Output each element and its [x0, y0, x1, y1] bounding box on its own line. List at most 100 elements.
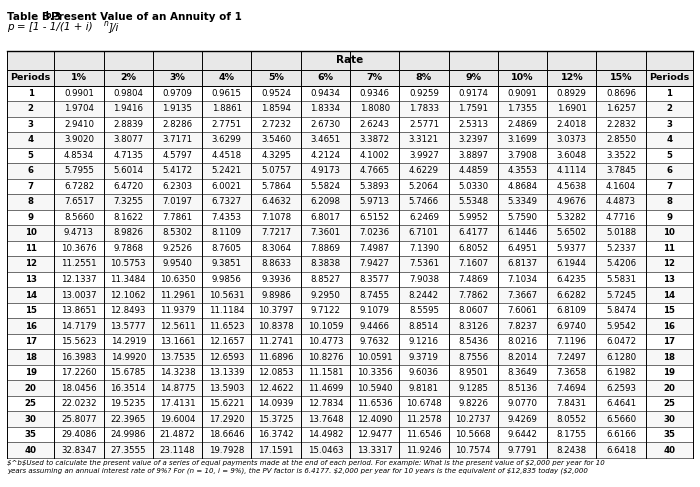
Bar	[7, 442, 693, 458]
Bar	[7, 51, 693, 70]
Text: 7.9427: 7.9427	[360, 260, 390, 268]
Text: 1.6257: 1.6257	[606, 105, 636, 113]
Text: 3.3522: 3.3522	[606, 151, 636, 160]
Text: 11: 11	[25, 244, 36, 253]
Text: 8%: 8%	[416, 73, 432, 82]
Text: 15.6785: 15.6785	[111, 368, 146, 377]
Text: 10.8276: 10.8276	[307, 353, 343, 361]
Text: 6.0021: 6.0021	[211, 182, 242, 191]
Text: 23.1148: 23.1148	[160, 446, 195, 454]
Text: 3.6299: 3.6299	[212, 135, 241, 145]
Text: 19: 19	[25, 368, 36, 377]
Text: 8.0216: 8.0216	[508, 337, 538, 346]
Text: 12.5611: 12.5611	[160, 321, 195, 331]
Text: 4.7135: 4.7135	[113, 151, 144, 160]
Bar	[7, 318, 693, 334]
Text: 8.2014: 8.2014	[508, 353, 538, 361]
Text: 11.4699: 11.4699	[308, 384, 343, 393]
Text: 7.4987: 7.4987	[360, 244, 390, 253]
Text: 6.8017: 6.8017	[310, 213, 340, 222]
Text: 13.1661: 13.1661	[160, 337, 195, 346]
Text: 32.8347: 32.8347	[61, 446, 97, 454]
Text: 10.6350: 10.6350	[160, 275, 195, 284]
Text: 8.9501: 8.9501	[458, 368, 488, 377]
Bar	[7, 365, 693, 380]
Text: 3.1699: 3.1699	[508, 135, 538, 145]
Text: 6.4951: 6.4951	[508, 244, 538, 253]
Text: 8.7556: 8.7556	[458, 353, 489, 361]
Bar	[7, 287, 693, 303]
Text: 3.7908: 3.7908	[508, 151, 538, 160]
Text: 7.0197: 7.0197	[162, 198, 192, 206]
Text: 5.0757: 5.0757	[261, 167, 291, 175]
Text: 3.7171: 3.7171	[162, 135, 192, 145]
Text: 5.4172: 5.4172	[162, 167, 192, 175]
Text: 6.6418: 6.6418	[606, 446, 636, 454]
Text: 9.7791: 9.7791	[508, 446, 538, 454]
Text: 3: 3	[28, 120, 34, 129]
Text: 3.8077: 3.8077	[113, 135, 144, 145]
Bar	[7, 396, 693, 412]
Bar	[7, 303, 693, 318]
Text: 12.1062: 12.1062	[111, 291, 146, 300]
Text: 0.9434: 0.9434	[310, 89, 340, 98]
Text: 30: 30	[664, 414, 676, 424]
Text: 7.8431: 7.8431	[556, 399, 587, 408]
Text: 2: 2	[666, 105, 672, 113]
Text: 3.8897: 3.8897	[458, 151, 488, 160]
Text: 7.2497: 7.2497	[556, 353, 587, 361]
Text: 14.0939: 14.0939	[258, 399, 294, 408]
Text: 19: 19	[664, 368, 676, 377]
Text: 1.7355: 1.7355	[508, 105, 538, 113]
Text: 8.8527: 8.8527	[310, 275, 340, 284]
Text: 11.9379: 11.9379	[160, 306, 195, 315]
Text: 0.9174: 0.9174	[458, 89, 488, 98]
Text: 6.5152: 6.5152	[360, 213, 390, 222]
Text: 0.9259: 0.9259	[409, 89, 439, 98]
Text: 11.6896: 11.6896	[258, 353, 294, 361]
Text: 40: 40	[25, 446, 36, 454]
Text: 0.9524: 0.9524	[261, 89, 291, 98]
Text: 11.2578: 11.2578	[406, 414, 442, 424]
Text: 6.4235: 6.4235	[556, 275, 587, 284]
Text: 5.0188: 5.0188	[606, 228, 636, 238]
Bar	[7, 86, 693, 101]
Text: 4.5638: 4.5638	[556, 182, 587, 191]
Text: 15.3725: 15.3725	[258, 414, 294, 424]
Text: 0.9615: 0.9615	[212, 89, 241, 98]
Bar	[7, 163, 693, 179]
Text: 5.9542: 5.9542	[606, 321, 636, 331]
Text: 16: 16	[25, 321, 36, 331]
Text: 8.1755: 8.1755	[556, 430, 587, 439]
Text: 9.9540: 9.9540	[162, 260, 192, 268]
Text: 40: 40	[664, 446, 676, 454]
Text: 4.1002: 4.1002	[360, 151, 390, 160]
Bar	[7, 272, 693, 287]
Text: 2.7751: 2.7751	[211, 120, 242, 129]
Text: 5.3893: 5.3893	[360, 182, 390, 191]
Text: 2.4018: 2.4018	[556, 120, 587, 129]
Text: 15.5623: 15.5623	[61, 337, 97, 346]
Text: 8.3649: 8.3649	[508, 368, 538, 377]
Text: 15.6221: 15.6221	[209, 399, 244, 408]
Text: 6.8109: 6.8109	[556, 306, 587, 315]
Text: p = [1 - 1/(1 + i): p = [1 - 1/(1 + i)	[7, 22, 92, 32]
Text: 10.6748: 10.6748	[406, 399, 442, 408]
Text: 12.0853: 12.0853	[258, 368, 294, 377]
Text: 6.2469: 6.2469	[409, 213, 439, 222]
Text: 13.7648: 13.7648	[307, 414, 343, 424]
Text: 10.4773: 10.4773	[307, 337, 343, 346]
Text: 10: 10	[25, 228, 36, 238]
Text: 0.8696: 0.8696	[606, 89, 636, 98]
Text: 6.4632: 6.4632	[261, 198, 291, 206]
Text: 8.0607: 8.0607	[458, 306, 489, 315]
Text: 12: 12	[664, 260, 676, 268]
Text: 2: 2	[28, 105, 34, 113]
Text: 10.3356: 10.3356	[357, 368, 393, 377]
Text: 8.5436: 8.5436	[458, 337, 489, 346]
Text: 5: 5	[28, 151, 34, 160]
Text: 10.5631: 10.5631	[209, 291, 244, 300]
Text: 24.9986: 24.9986	[111, 430, 146, 439]
Text: 14.3238: 14.3238	[160, 368, 195, 377]
Text: 7.1078: 7.1078	[261, 213, 291, 222]
